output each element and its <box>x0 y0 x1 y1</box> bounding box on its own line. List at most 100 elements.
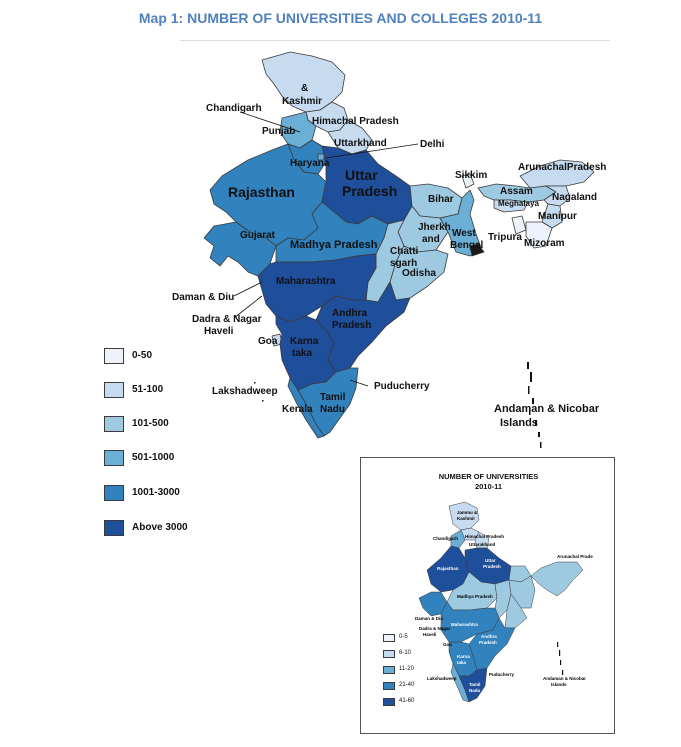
inset-label-karnataka-2: taka <box>457 660 467 665</box>
legend-label: 501-1000 <box>132 452 175 463</box>
label-puducherry: Puducherry <box>374 381 430 392</box>
inset-label-ap-2: Pradesh <box>479 640 497 645</box>
region-tripura[interactable] <box>511 215 527 235</box>
label-maharashtra: Maharashtra <box>276 276 336 287</box>
label-karnataka-2: taka <box>292 348 312 359</box>
inset-label-up-1: Uttar <box>485 558 496 563</box>
inset-label-ap-1: Andhra <box>481 634 497 639</box>
label-andhra-pradesh-1: Andhra <box>332 308 367 319</box>
inset-label-andaman-1: Andaman & Nicobar <box>543 676 586 681</box>
legend-item: 1001-3000 <box>104 485 264 503</box>
label-rajasthan: Rajasthan <box>228 184 295 200</box>
inset-legend-swatch <box>383 634 395 642</box>
inset-label-goa: Goa <box>443 642 452 647</box>
legend-swatch <box>104 520 124 536</box>
inset-label-himachal: Himachal Pradesh <box>465 534 504 539</box>
label-tripura: Tripura <box>488 232 522 243</box>
label-manipur: Manipur <box>538 211 577 222</box>
label-dadra-nagar-haveli-2: Haveli <box>204 326 234 337</box>
label-himachal-pradesh: Himachal Pradesh <box>312 116 399 127</box>
lakshadweep-islands <box>254 382 264 402</box>
region-delhi[interactable] <box>317 153 325 161</box>
label-chhattisgarh-2: sgarh <box>390 258 417 269</box>
inset-region-jammu-kashmir <box>448 501 480 531</box>
label-jammu-kashmir-3: Kashmir <box>282 96 322 107</box>
label-goa: Goa <box>258 336 278 347</box>
inset-label-up-2: Pradesh <box>483 564 501 569</box>
inset-legend-item: 41-60 <box>383 698 463 708</box>
label-meghalaya: Meghalaya <box>498 199 539 208</box>
label-kerala: Kerala <box>282 404 313 415</box>
region-sikkim[interactable] <box>461 173 475 189</box>
label-lakshadweep: Lakshadweep <box>212 386 278 397</box>
label-andhra-pradesh-2: Pradesh <box>332 320 371 331</box>
label-chhattisgarh-1: Chatti <box>390 246 419 257</box>
label-madhya-pradesh: Madhya Pradesh <box>290 239 378 251</box>
legend-item: 101-500 <box>104 416 264 434</box>
inset-label-lakshadweep: Lakshadweep <box>427 676 457 681</box>
region-mizoram[interactable] <box>525 221 553 249</box>
legend-label: 0-50 <box>132 350 153 361</box>
inset-title-line-1: NUMBER OF UNIVERSITIES <box>438 472 539 481</box>
region-manipur[interactable] <box>541 203 563 229</box>
label-nagaland: Nagaland <box>552 192 597 203</box>
inset-legend-label: 41-60 <box>399 698 415 704</box>
inset-region-punjab <box>450 529 466 549</box>
inset-label-chandigarh: Chandigarh <box>433 536 458 541</box>
label-jharkhand-1: Jherkh <box>418 222 451 233</box>
legend-swatch <box>104 348 124 364</box>
legend-label: Above 3000 <box>132 522 188 533</box>
inset-label-jk-2: Kashmir <box>457 516 475 521</box>
map-labels: & Kashmir Himachal Pradesh Chandigarh Pu… <box>172 83 606 429</box>
inset-label-tn-1: Tamil <box>469 682 480 687</box>
label-uttarakhand: Uttarkhand <box>334 138 387 149</box>
region-meghalaya[interactable] <box>493 199 529 213</box>
inset-india-map: Jammu & Kashmir Himachal Pradesh Chandig… <box>415 501 593 703</box>
legend-label: 51-100 <box>132 384 164 395</box>
region-tamil-nadu[interactable] <box>297 367 359 437</box>
label-tamil-nadu-2: Nadu <box>320 404 345 415</box>
legend-label: 1001-3000 <box>132 487 180 498</box>
label-tamil-nadu-1: Tamil <box>320 392 346 403</box>
region-west-bengal[interactable] <box>439 189 483 257</box>
label-uttar-pradesh-2: Pradesh <box>342 183 397 199</box>
inset-label-karnataka-1: Karna <box>457 654 470 659</box>
label-jharkhand-2: and <box>422 234 440 245</box>
label-west-bengal-1: West <box>452 228 476 239</box>
legend-swatch <box>104 450 124 466</box>
legend-item: 501-1000 <box>104 450 264 468</box>
leader-lines <box>233 111 419 387</box>
inset-title-line-2: 2010-11 <box>474 482 503 491</box>
label-west-bengal-2: Bengal <box>450 240 484 251</box>
region-gujarat[interactable] <box>203 221 277 277</box>
label-sikkim: Sikkim <box>455 170 487 181</box>
legend-swatch <box>104 382 124 398</box>
inset-region-tamil-nadu <box>458 667 488 703</box>
inset-legend-label: 0-5 <box>399 634 408 640</box>
label-bihar: Bihar <box>428 194 454 205</box>
legend-swatch <box>104 485 124 501</box>
legend-item: Above 3000 <box>104 520 264 538</box>
legend-swatch <box>104 416 124 432</box>
inset-region-north-east <box>530 561 584 597</box>
label-gujarat: Gujarat <box>240 230 276 241</box>
title-divider <box>180 40 610 41</box>
label-odisha: Odisha <box>402 268 436 279</box>
inset-legend-label: 6-10 <box>399 650 412 656</box>
legend-label: 101-500 <box>132 418 169 429</box>
inset-legend-item: 11-20 <box>383 666 463 676</box>
inset-legend-swatch <box>383 698 395 706</box>
inset-label-tn-2: Nadu <box>469 688 481 693</box>
region-odisha[interactable] <box>389 245 449 301</box>
label-karnataka-1: Karna <box>290 336 319 347</box>
inset-label-maharashtra: Maharashtra <box>451 622 478 627</box>
inset-legend-swatch <box>383 682 395 690</box>
label-punjab: Punjab <box>262 126 295 137</box>
inset-legend-swatch <box>383 650 395 658</box>
legend-item: 0-50 <box>104 348 264 366</box>
inset-title: NUMBER OF UNIVERSITIES 2010-11 <box>361 472 616 492</box>
label-daman-diu: Daman & Diu <box>172 292 234 303</box>
inset-andaman-islands <box>557 642 564 675</box>
inset-map-labels: Jammu & Kashmir Himachal Pradesh Chandig… <box>415 510 593 693</box>
label-arunachal-pradesh: ArunachalPradesh <box>518 162 606 173</box>
